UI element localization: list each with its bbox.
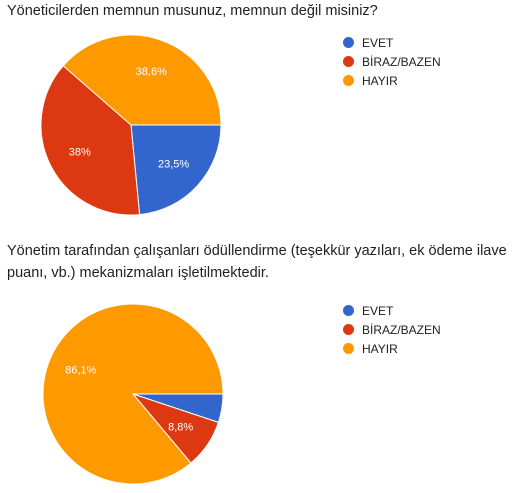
pie-chart-1: 23,5% 38% 38,6% — [40, 34, 222, 216]
data-label-hayir: 38,6% — [136, 66, 167, 78]
legend-swatch — [343, 324, 354, 335]
data-label-evet: 23,5% — [158, 159, 189, 171]
legend-label: HAYIR — [362, 73, 398, 88]
data-label-hayir: 86,1% — [65, 365, 96, 377]
legend-label: HAYIR — [362, 341, 398, 356]
legend-1: EVET BİRAZ/BAZEN HAYIR — [343, 33, 441, 90]
legend-label: BİRAZ/BAZEN — [362, 322, 441, 337]
question-1-title: Yöneticilerden memnun musunuz, memnun de… — [7, 3, 378, 19]
data-label-biraz-bazen: 38% — [69, 146, 91, 158]
legend-swatch — [343, 75, 354, 86]
pie-slice-hayir[interactable] — [42, 303, 224, 485]
legend-item-evet[interactable]: EVET — [343, 33, 441, 52]
legend-2: EVET BİRAZ/BAZEN HAYIR — [343, 301, 441, 358]
legend-label: BİRAZ/BAZEN — [362, 54, 441, 69]
pie-chart-2: 8,8% 86,1% — [42, 303, 224, 485]
legend-swatch — [343, 343, 354, 354]
legend-swatch — [343, 37, 354, 48]
legend-label: EVET — [362, 35, 394, 50]
pie-slice-evet[interactable] — [130, 124, 222, 216]
legend-item-hayir[interactable]: HAYIR — [343, 339, 441, 358]
legend-item-biraz-bazen[interactable]: BİRAZ/BAZEN — [343, 52, 441, 71]
legend-label: EVET — [362, 303, 394, 318]
question-2-title: Yönetim tarafından çalışanları ödüllendi… — [7, 243, 507, 281]
pie-slice-biraz-bazen[interactable] — [40, 65, 141, 216]
legend-item-biraz-bazen[interactable]: BİRAZ/BAZEN — [343, 320, 441, 339]
legend-swatch — [343, 305, 354, 316]
data-label-biraz-bazen: 8,8% — [168, 421, 193, 433]
legend-item-hayir[interactable]: HAYIR — [343, 71, 441, 90]
legend-item-evet[interactable]: EVET — [343, 301, 441, 320]
legend-swatch — [343, 56, 354, 67]
pie-slice-hayir[interactable] — [62, 34, 222, 126]
